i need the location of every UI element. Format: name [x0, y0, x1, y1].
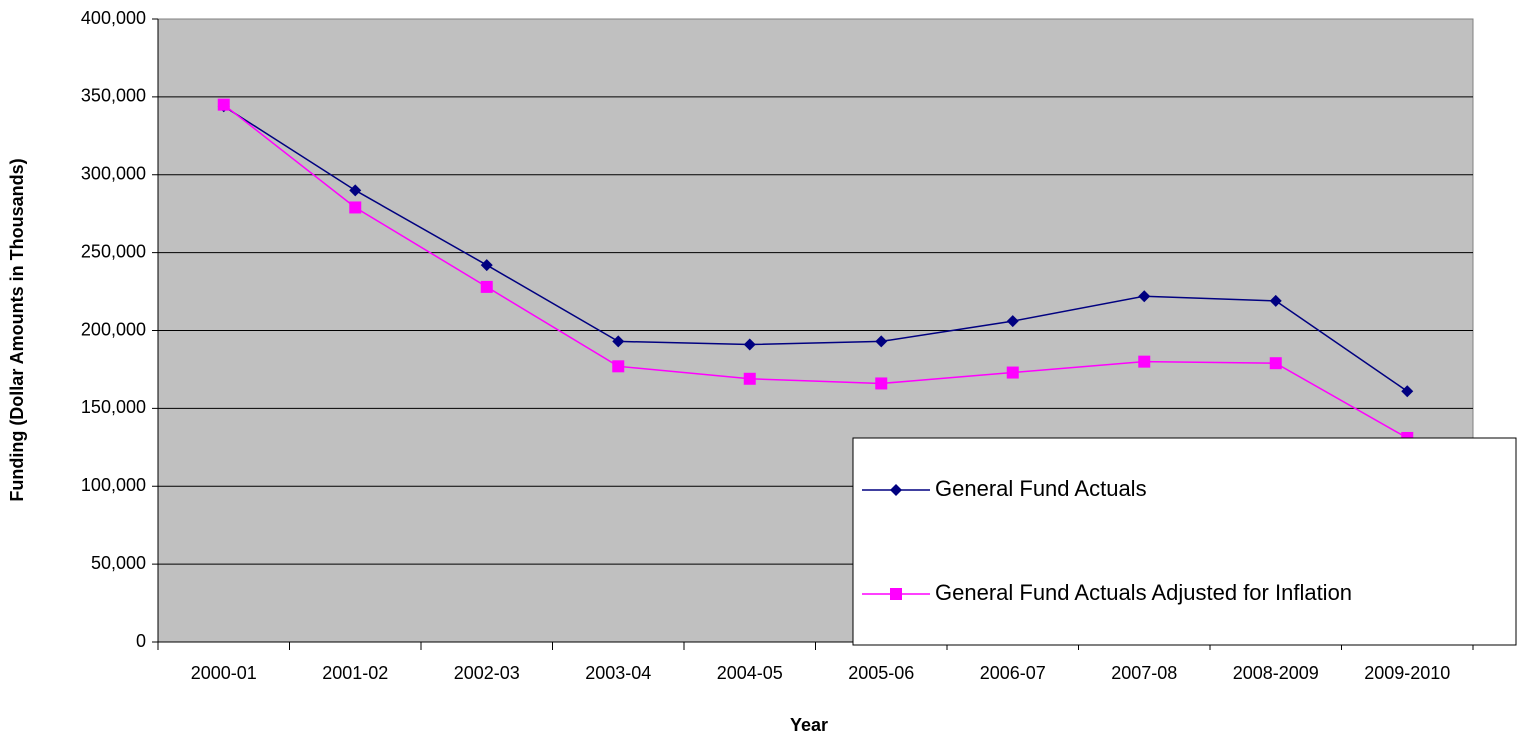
marker: [480, 259, 493, 272]
marker: [1401, 385, 1414, 398]
marker: [890, 588, 902, 600]
x-tick-label: 2007-08: [1111, 663, 1177, 683]
marker: [1006, 315, 1019, 328]
marker: [875, 377, 888, 390]
marker: [480, 280, 493, 293]
y-tick-label: 300,000: [81, 164, 146, 184]
series-line: [223, 104, 1408, 439]
legend-label: General Fund Actuals: [935, 476, 1147, 501]
x-tick-label: 2005-06: [848, 663, 914, 683]
x-tick-label: 2006-07: [980, 663, 1046, 683]
marker: [349, 201, 362, 214]
y-tick-label: 100,000: [81, 475, 146, 495]
marker: [1269, 357, 1282, 370]
marker: [743, 338, 756, 351]
marker: [1138, 355, 1151, 368]
y-tick-label: 0: [136, 631, 146, 651]
y-tick-label: 50,000: [91, 553, 146, 573]
y-tick-label: 400,000: [81, 8, 146, 28]
x-tick-label: 2009-2010: [1364, 663, 1450, 683]
x-tick-label: 2002-03: [454, 663, 520, 683]
marker: [890, 484, 902, 496]
marker: [612, 335, 625, 348]
x-tick-label: 2003-04: [585, 663, 651, 683]
series-line: [223, 105, 1408, 392]
y-axis-title: Funding (Dollar Amounts in Thousands): [7, 158, 27, 501]
marker: [349, 184, 362, 197]
y-tick-label: 200,000: [81, 319, 146, 339]
marker: [743, 372, 756, 385]
x-axis-title: Year: [790, 715, 828, 735]
y-tick-label: 250,000: [81, 241, 146, 261]
marker: [612, 360, 625, 373]
y-tick-label: 350,000: [81, 86, 146, 106]
marker: [875, 335, 888, 348]
x-tick-label: 2000-01: [191, 663, 257, 683]
y-tick-label: 150,000: [81, 397, 146, 417]
x-tick-label: 2004-05: [717, 663, 783, 683]
marker: [1269, 294, 1282, 307]
legend-label: General Fund Actuals Adjusted for Inflat…: [935, 580, 1352, 605]
legend: [852, 437, 1517, 646]
x-tick-label: 2001-02: [322, 663, 388, 683]
marker: [1006, 366, 1019, 379]
marker: [1138, 290, 1151, 303]
marker: [217, 98, 230, 111]
x-tick-label: 2008-2009: [1233, 663, 1319, 683]
